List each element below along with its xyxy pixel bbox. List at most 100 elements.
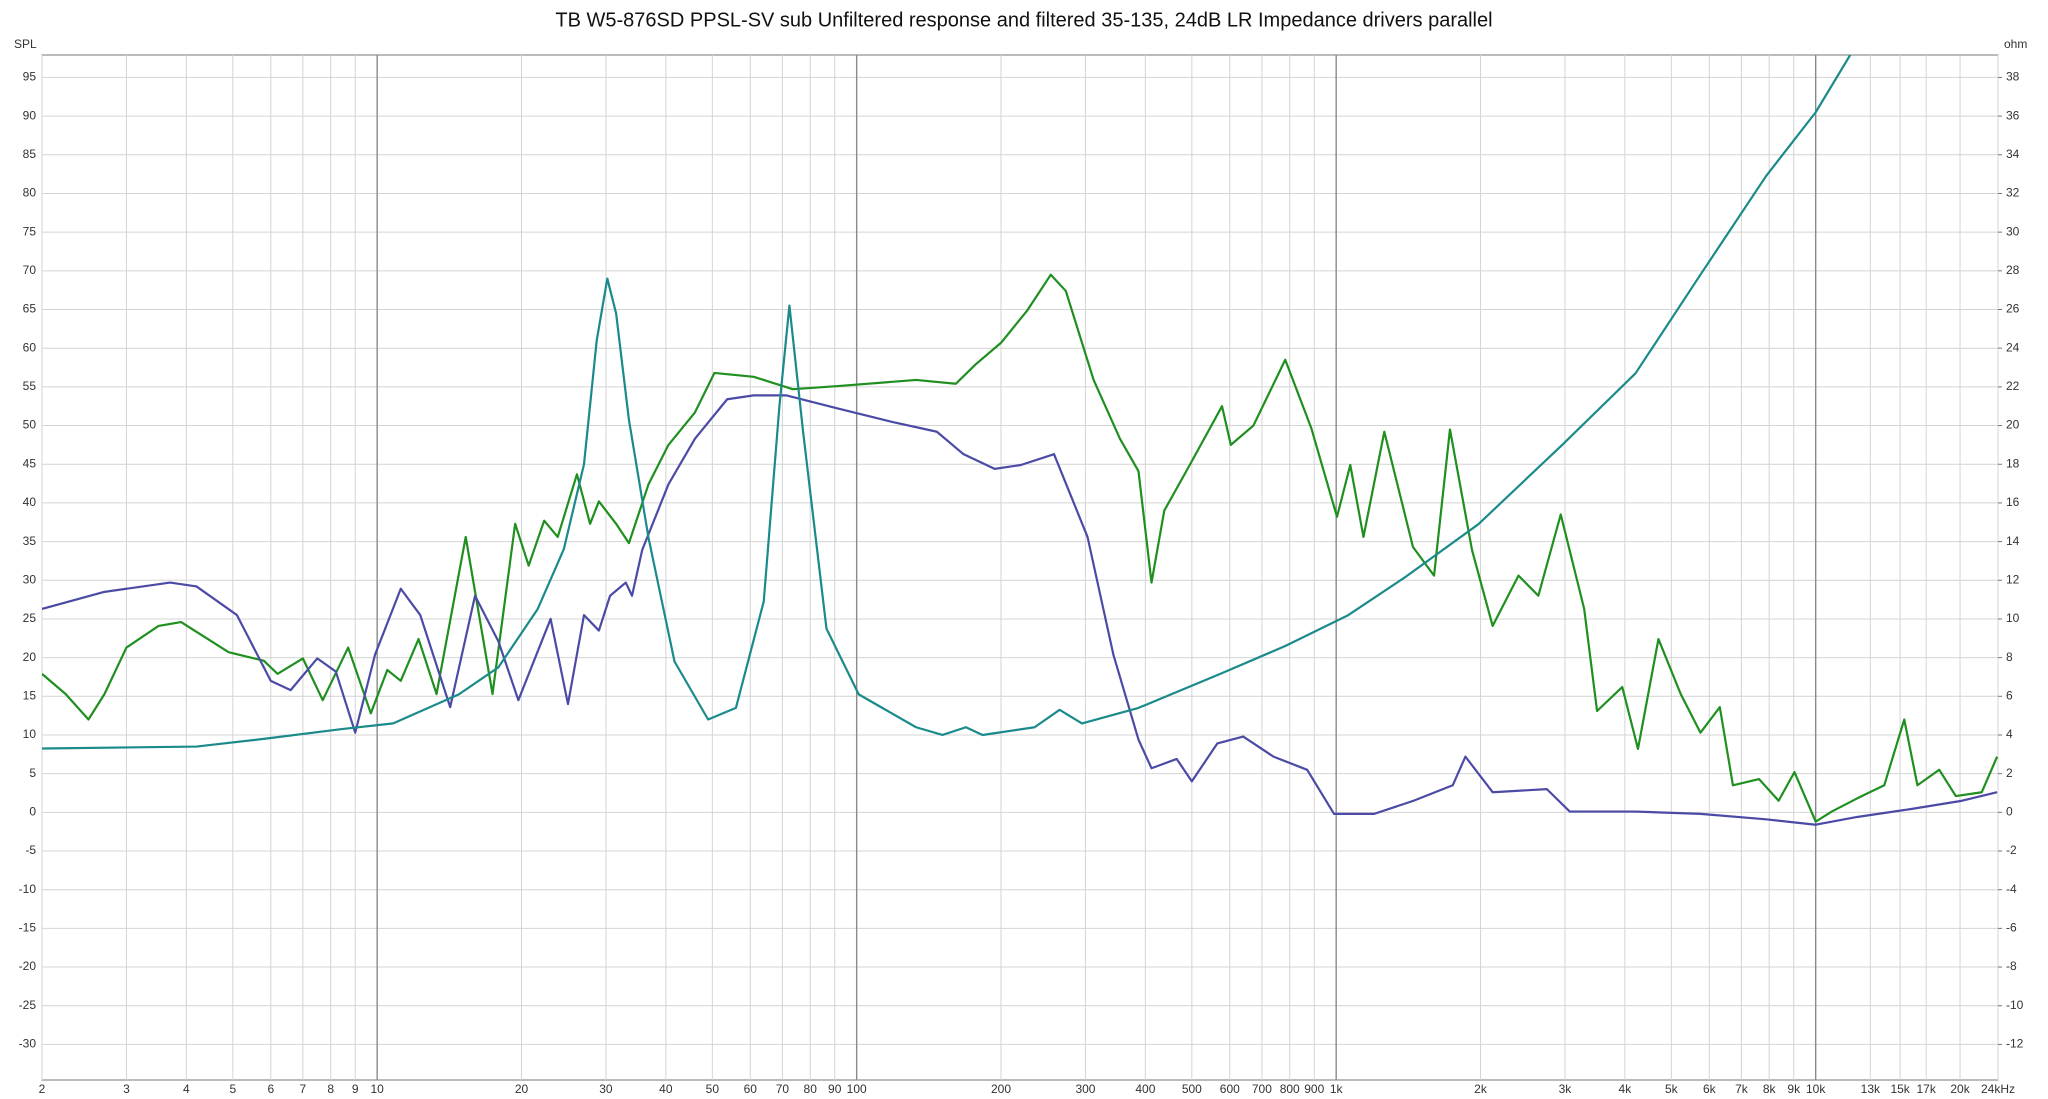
y-tick-label: 15 <box>23 688 37 702</box>
y2-tick-label: 2 <box>2006 766 2013 780</box>
y2-tick-label: 32 <box>2006 186 2020 200</box>
y-tick-label: -20 <box>19 959 37 973</box>
y-tick-label: 50 <box>23 418 37 432</box>
y-tick-label: 90 <box>23 108 37 122</box>
y-tick-label: 55 <box>23 379 37 393</box>
x-tick-label: 4k <box>1619 1082 1633 1096</box>
x-tick-label: 60 <box>744 1082 758 1096</box>
y-tick-label: 45 <box>23 456 37 470</box>
x-tick-label: 300 <box>1075 1082 1095 1096</box>
y2-tick-label: 6 <box>2006 688 2013 702</box>
x-tick-label: 90 <box>828 1082 842 1096</box>
y2-tick-label: -10 <box>2006 998 2024 1012</box>
y-tick-label: 25 <box>23 611 37 625</box>
y-tick-label: 70 <box>23 263 37 277</box>
y-tick-label: 30 <box>23 572 37 586</box>
x-tick-label: 13k <box>1861 1082 1881 1096</box>
x-tick-label: 1k <box>1330 1082 1344 1096</box>
x-tick-label: 24kHz <box>1981 1082 2015 1096</box>
x-tick-label: 9 <box>352 1082 359 1096</box>
y-tick-label: 5 <box>29 766 36 780</box>
y-tick-label: 85 <box>23 147 37 161</box>
y-tick-label: 10 <box>23 727 37 741</box>
x-tick-label: 40 <box>659 1082 673 1096</box>
x-tick-label: 100 <box>847 1082 867 1096</box>
y2-tick-label: 4 <box>2006 727 2013 741</box>
y2-tick-label: -6 <box>2006 921 2017 935</box>
x-tick-label: 15k <box>1890 1082 1910 1096</box>
y2-tick-label: 12 <box>2006 572 2020 586</box>
series-line <box>42 394 1998 826</box>
x-tick-label: 700 <box>1252 1082 1272 1096</box>
y-tick-label: 35 <box>23 534 37 548</box>
plot-area <box>41 54 1999 1081</box>
y2-axis-label: ohm <box>2004 37 2027 51</box>
y2-tick-label: 14 <box>2006 534 2020 548</box>
x-tick-label: 70 <box>776 1082 790 1096</box>
y2-tick-label: 18 <box>2006 456 2020 470</box>
x-tick-label: 50 <box>706 1082 720 1096</box>
y-tick-label: -15 <box>19 921 37 935</box>
y-tick-label: 40 <box>23 495 37 509</box>
y2-tick-label: 26 <box>2006 302 2020 316</box>
y-axis-label: SPL <box>14 37 37 51</box>
x-tick-label: 600 <box>1220 1082 1240 1096</box>
x-tick-label: 500 <box>1182 1082 1202 1096</box>
x-tick-label: 900 <box>1304 1082 1324 1096</box>
chart-title: TB W5-876SD PPSL-SV sub Unfiltered respo… <box>555 9 1492 31</box>
x-tick-label: 5 <box>229 1082 236 1096</box>
grid <box>41 55 1999 1080</box>
y2-tick-label: -8 <box>2006 959 2017 973</box>
x-tick-label: 3k <box>1559 1082 1573 1096</box>
series-line <box>42 55 1852 750</box>
y2-tick-label: 24 <box>2006 340 2020 354</box>
x-tick-label: 10k <box>1806 1082 1826 1096</box>
y2-tick-label: 16 <box>2006 495 2020 509</box>
x-tick-label: 3 <box>123 1082 130 1096</box>
y2-tick-label: 8 <box>2006 650 2013 664</box>
x-tick-label: 4 <box>183 1082 190 1096</box>
x-tick-label: 7 <box>300 1082 307 1096</box>
x-tick-label: 2k <box>1474 1082 1488 1096</box>
y-tick-label: -5 <box>25 843 36 857</box>
x-tick-label: 8k <box>1763 1082 1777 1096</box>
x-tick-label: 6k <box>1703 1082 1717 1096</box>
x-tick-label: 20 <box>515 1082 529 1096</box>
y2-tick-label: 28 <box>2006 263 2020 277</box>
y-tick-label: -30 <box>19 1037 37 1051</box>
x-tick-label: 5k <box>1665 1082 1679 1096</box>
x-tick-label: 400 <box>1135 1082 1155 1096</box>
y-tick-label: 95 <box>23 70 37 84</box>
y2-tick-label: -12 <box>2006 1037 2024 1051</box>
x-tick-label: 9k <box>1787 1082 1801 1096</box>
y2-tick-label: 22 <box>2006 379 2020 393</box>
x-tick-label: 7k <box>1735 1082 1749 1096</box>
y2-tick-label: 38 <box>2006 70 2020 84</box>
y2-tick-label: 30 <box>2006 224 2020 238</box>
y-tick-label: -10 <box>19 882 37 896</box>
series-line <box>42 273 1998 823</box>
x-tick-label: 20k <box>1950 1082 1970 1096</box>
y-tick-label: -25 <box>19 998 37 1012</box>
y-tick-label: 75 <box>23 224 37 238</box>
x-tick-label: 200 <box>991 1082 1011 1096</box>
y2-tick-label: 36 <box>2006 108 2020 122</box>
y2-tick-label: -4 <box>2006 882 2017 896</box>
x-tick-label: 10 <box>370 1082 384 1096</box>
x-tick-label: 2 <box>39 1082 46 1096</box>
plot-lines <box>42 55 1998 826</box>
x-tick-label: 80 <box>804 1082 818 1096</box>
y-tick-label: 60 <box>23 340 37 354</box>
x-tick-label: 30 <box>599 1082 613 1096</box>
y-tick-label: 65 <box>23 302 37 316</box>
y-tick-label: 80 <box>23 186 37 200</box>
x-tick-label: 8 <box>327 1082 334 1096</box>
y2-tick-label: 0 <box>2006 805 2013 819</box>
y-tick-label: 20 <box>23 650 37 664</box>
x-tick-label: 17k <box>1917 1082 1937 1096</box>
x-tick-label: 6 <box>267 1082 274 1096</box>
y-tick-label: 0 <box>29 805 36 819</box>
y2-tick-label: 34 <box>2006 147 2020 161</box>
y2-tick-label: 20 <box>2006 418 2020 432</box>
